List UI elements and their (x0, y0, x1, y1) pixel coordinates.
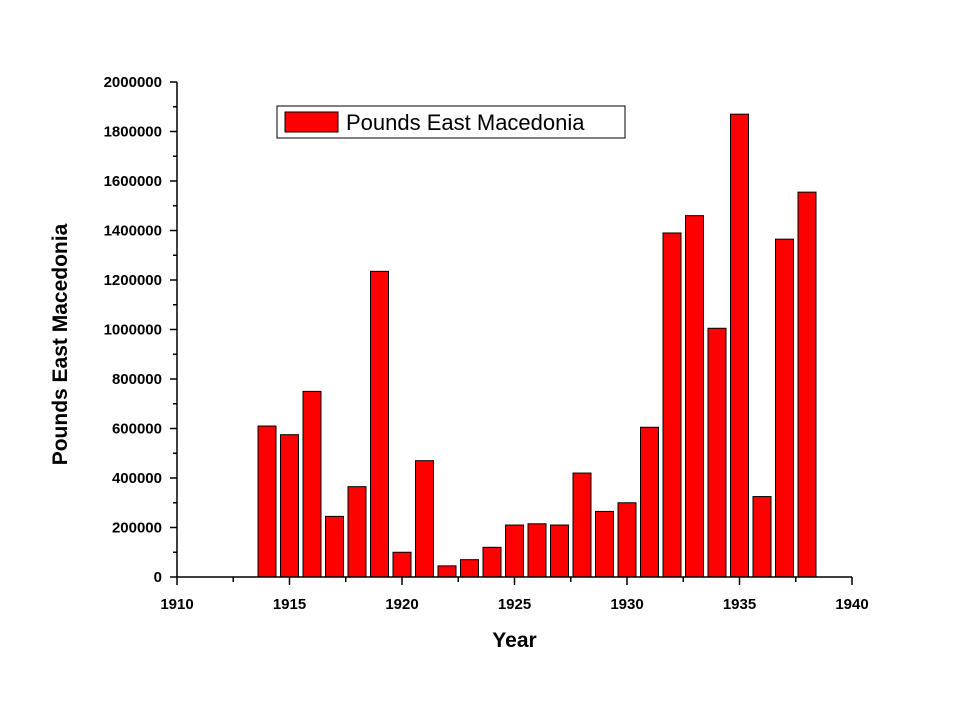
axes-group (176, 82, 852, 578)
legend: Pounds East Macedonia (276, 105, 626, 139)
bar-1923 (460, 559, 479, 578)
bar-1922 (437, 565, 457, 578)
bar-1924 (482, 546, 502, 578)
bar-1938 (797, 191, 817, 578)
y-tick-label: 400000 (112, 470, 162, 487)
bar-1918 (347, 486, 367, 578)
legend-swatch (284, 111, 339, 133)
y-tick-label: 1600000 (104, 173, 162, 190)
bar-1935 (730, 113, 749, 578)
bar-1914 (257, 425, 277, 578)
y-tick-label: 800000 (112, 371, 162, 388)
y-tick-label: 0 (154, 569, 162, 586)
x-tick-label: 1925 (498, 596, 531, 613)
y-tick-label: 2000000 (104, 74, 162, 91)
legend-label: Pounds East Macedonia (346, 110, 585, 135)
bar-1921 (415, 460, 434, 578)
bar-1934 (707, 327, 727, 578)
bar-1920 (392, 551, 412, 578)
x-tick-label: 1920 (385, 596, 418, 613)
bar-1915 (280, 434, 299, 578)
bar-1931 (640, 426, 659, 578)
y-tick-label: 200000 (112, 520, 162, 537)
x-axis-title: Year (492, 629, 536, 652)
y-tick-label: 1400000 (104, 223, 162, 240)
bar-1929 (595, 510, 614, 578)
bar-1919 (370, 270, 389, 578)
bar-1926 (527, 523, 547, 578)
y-tick-label: 1800000 (104, 124, 162, 141)
y-tick-label: 1200000 (104, 272, 162, 289)
y-tick-label: 1000000 (104, 322, 162, 339)
bar-1932 (662, 232, 682, 578)
bar-1933 (685, 215, 704, 578)
x-ticks-group: 1910 1915 1920 1925 1930 1935 1940 (160, 577, 869, 613)
bar-1936 (752, 496, 772, 578)
y-tick-label: 600000 (112, 421, 162, 438)
y-ticks-group: 0 200000 400000 600000 800000 1000000 1200000 1… (104, 74, 177, 586)
bar-1916 (302, 390, 322, 578)
bar-1927 (550, 524, 569, 578)
bar-1925 (505, 524, 524, 578)
bar-1930 (617, 502, 637, 578)
bars-group (257, 113, 817, 578)
bar-1937 (775, 238, 794, 578)
y-axis-title: Pounds East Macedonia (49, 223, 72, 465)
bar-1917 (325, 515, 344, 578)
x-tick-label: 1940 (835, 596, 868, 613)
x-tick-label: 1915 (273, 596, 306, 613)
x-tick-label: 1935 (723, 596, 756, 613)
x-tick-label: 1930 (610, 596, 643, 613)
x-tick-label: 1910 (160, 596, 193, 613)
bar-1928 (572, 472, 592, 578)
